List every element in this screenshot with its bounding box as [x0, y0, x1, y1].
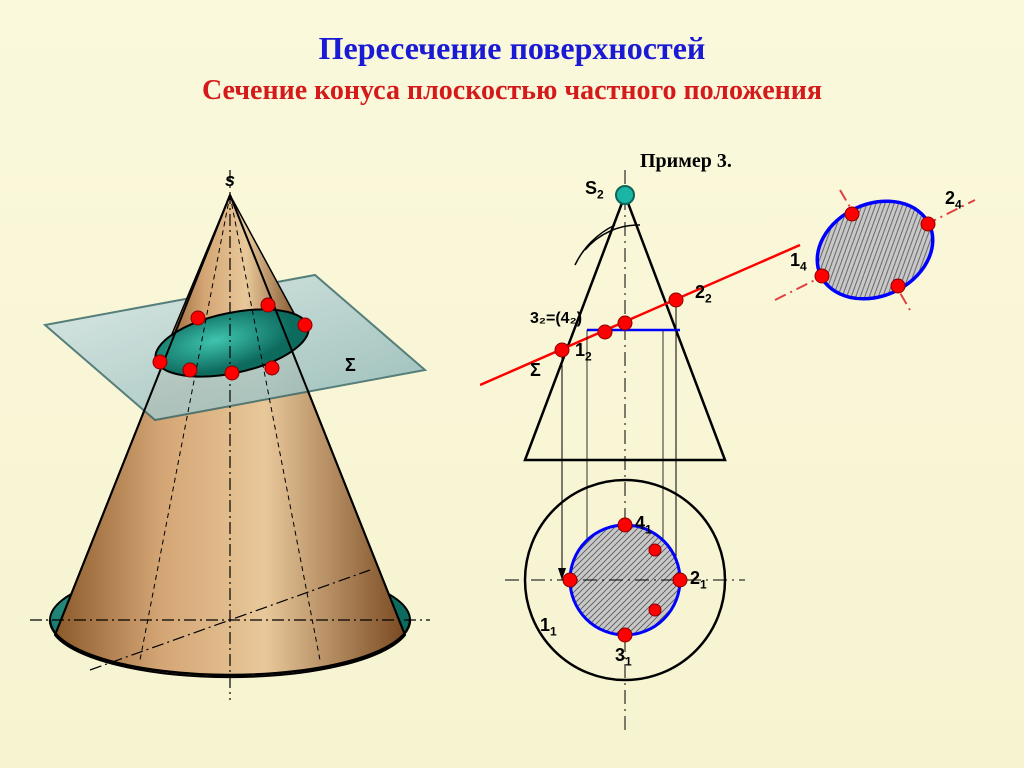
label-21: 21	[690, 568, 707, 592]
left-3d-diagram	[10, 170, 470, 730]
label-sigma-left: Σ	[345, 355, 356, 376]
label-12: 12	[575, 340, 592, 364]
page-title: Пересечение поверхностей	[0, 0, 1024, 67]
label-s: s	[225, 170, 235, 191]
label-14: 14	[790, 250, 807, 274]
label-sigma-right: Σ	[530, 360, 541, 381]
right-ortho-diagram	[480, 170, 820, 750]
label-41: 41	[635, 513, 652, 537]
label-22: 22	[695, 282, 712, 306]
label-31: 31	[615, 645, 632, 669]
label-32-42: 3₂=(4₂)	[530, 310, 582, 328]
page-subtitle: Сечение конуса плоскостью частного полож…	[0, 75, 1024, 107]
label-S2: S2	[585, 178, 604, 202]
label-11: 11	[540, 615, 557, 639]
label-24: 24	[945, 188, 962, 212]
